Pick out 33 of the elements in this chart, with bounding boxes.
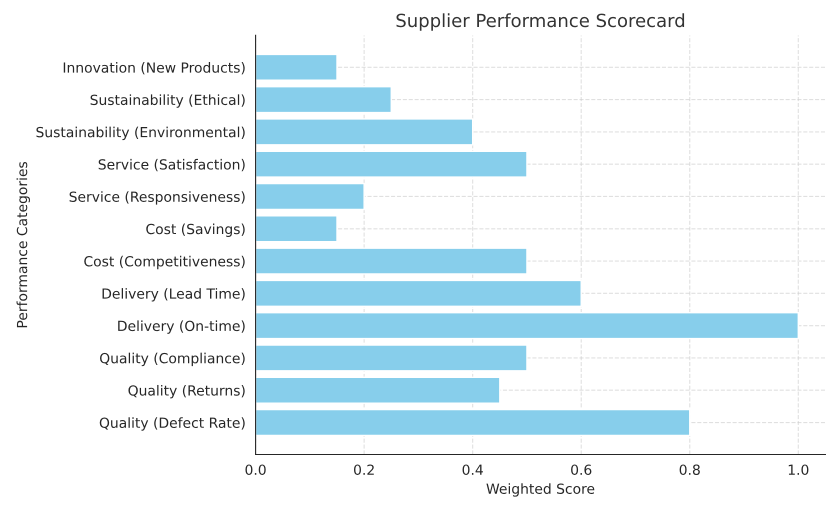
y-tick-label: Quality (Compliance)	[100, 352, 245, 366]
bar	[256, 280, 582, 307]
x-tick-label: 0.8	[680, 464, 700, 475]
bar	[256, 182, 365, 210]
y-tick-label: Delivery (Lead Time)	[102, 288, 245, 302]
y-tick-label: Service (Satisfaction)	[98, 158, 245, 172]
y-tick-label: Delivery (On-time)	[118, 320, 245, 334]
y-axis-title: Performance Categories	[16, 162, 30, 328]
y-tick-label: Cost (Competitiveness)	[84, 256, 245, 270]
bar	[256, 344, 528, 372]
x-tick-label: 1.0	[788, 464, 808, 475]
x-axis-title: Weighted Score	[486, 483, 594, 497]
bar	[256, 86, 392, 114]
bar	[256, 312, 799, 340]
y-tick-label: Quality (Returns)	[128, 384, 245, 398]
bar	[256, 150, 528, 178]
chart-title: Supplier Performance Scorecard	[396, 13, 684, 31]
bar	[256, 376, 500, 404]
y-tick-label: Service (Responsiveness)	[70, 191, 245, 205]
y-tick-label: Sustainability (Ethical)	[90, 94, 245, 108]
x-tick-label: 0.6	[571, 464, 592, 475]
y-tick-label: Sustainability (Environmental)	[36, 126, 245, 140]
x-tick-label: 0.0	[245, 464, 266, 475]
y-tick-label: Cost (Savings)	[146, 224, 245, 237]
x-tick-label: 0.2	[354, 464, 374, 475]
bar	[256, 247, 528, 275]
y-tick-label: Quality (Defect Rate)	[100, 417, 245, 431]
x-tick-label: 0.4	[462, 464, 483, 475]
bar	[256, 408, 690, 436]
bar	[256, 54, 338, 81]
y-tick-label: Innovation (New Products)	[64, 62, 245, 74]
bar	[256, 215, 338, 242]
bar	[256, 118, 474, 146]
